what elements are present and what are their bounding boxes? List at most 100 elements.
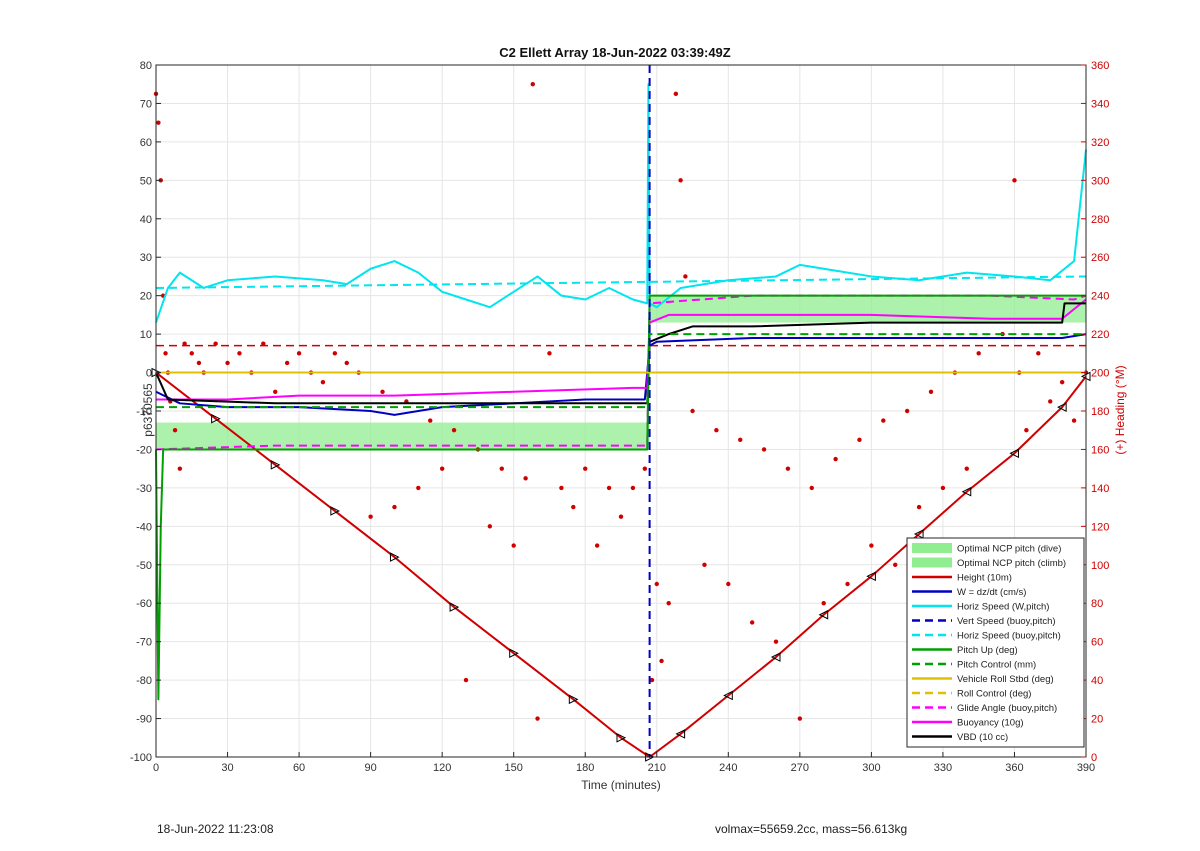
legend-label: Buoyancy (10g) (957, 718, 1024, 729)
y2-tick-label: 0 (1091, 752, 1097, 764)
footer-timestamp: 18-Jun-2022 11:23:08 (157, 822, 274, 836)
height-marker (270, 460, 281, 470)
heading-point (380, 389, 385, 394)
heading-point (273, 389, 278, 394)
x-tick-label: 210 (648, 762, 666, 774)
legend-swatch (912, 557, 952, 568)
legend-label: Pitch Up (deg) (957, 645, 1018, 656)
y2-tick-label: 160 (1091, 444, 1109, 456)
heading-point (1012, 178, 1017, 183)
legend-label: Vehicle Roll Stbd (deg) (957, 674, 1054, 685)
y2-tick-label: 240 (1091, 291, 1109, 303)
y2-tick-label: 120 (1091, 521, 1109, 533)
heading-point (649, 677, 655, 683)
y-tick-label: -50 (136, 560, 152, 572)
heading-point (1036, 351, 1041, 356)
height-marker (961, 486, 972, 497)
heading-point (726, 581, 731, 587)
y-tick-label: -80 (136, 675, 152, 687)
heading-point (683, 274, 688, 279)
heading-point (678, 178, 683, 183)
y-tick-label: 0 (146, 368, 152, 380)
heading-point (666, 601, 671, 606)
legend-label: VBD (10 cc) (957, 732, 1008, 743)
footer-volmax-mass: volmax=55659.2cc, mass=56.613kg (715, 822, 908, 836)
heading-point (177, 466, 183, 471)
legend-swatch (912, 543, 952, 553)
heading-point (618, 514, 624, 519)
heading-point (535, 716, 540, 721)
y-tick-label: -10 (136, 406, 152, 418)
x-tick-label: 240 (719, 762, 737, 774)
heading-point (368, 514, 373, 519)
heading-point (714, 428, 719, 433)
y-tick-label: 60 (140, 137, 152, 149)
y2-tick-label: 200 (1091, 368, 1109, 380)
x-tick-label: 360 (1005, 762, 1023, 774)
height-marker (568, 694, 579, 705)
heading-point (463, 677, 469, 683)
heading-point (559, 485, 564, 491)
legend-label: Horiz Speed (W,pitch) (957, 602, 1049, 613)
x-tick-label: 30 (221, 762, 233, 774)
height-marker (1057, 402, 1067, 412)
heading-point (773, 639, 779, 644)
heading-point (320, 379, 326, 385)
heading-point (487, 524, 493, 529)
x-tick-label: 150 (505, 762, 523, 774)
y-tick-label: -100 (130, 752, 152, 764)
heading-point (928, 389, 934, 394)
x-tick-label: 180 (576, 762, 594, 774)
heading-point (916, 504, 922, 510)
y2-tick-label: 360 (1091, 60, 1109, 72)
y2-tick-label: 340 (1091, 98, 1109, 110)
height-marker (675, 729, 686, 739)
heading-point (809, 485, 814, 491)
heading-point (163, 351, 168, 356)
height-marker (449, 602, 460, 612)
heading-point (284, 360, 290, 366)
y-tick-label: -30 (136, 483, 152, 495)
x-tick-label: 60 (293, 762, 305, 774)
heading-point (642, 466, 648, 471)
height-marker (723, 690, 733, 701)
y2-tick-label: 220 (1091, 329, 1109, 341)
heading-point (547, 351, 552, 356)
heading-point (571, 504, 576, 510)
height-marker (509, 648, 519, 659)
y2-tick-label: 180 (1091, 406, 1109, 418)
heading-point (1071, 418, 1077, 423)
heading-point (690, 408, 695, 414)
x-tick-label: 330 (934, 762, 952, 774)
heading-point (344, 360, 349, 366)
x-tick-label: 390 (1077, 762, 1095, 774)
heading-point (1059, 379, 1065, 385)
y2-axis-label: (+) Heading (°M) (1113, 365, 1127, 454)
series-height-10m (155, 371, 1087, 758)
y2-tick-label: 60 (1091, 637, 1103, 649)
legend-label: Roll Control (deg) (957, 689, 1031, 700)
heading-point (1024, 428, 1029, 433)
heading-point (869, 543, 874, 548)
heading-point (594, 543, 600, 548)
heading-point (630, 485, 636, 491)
heading-point (797, 716, 803, 721)
heading-point (893, 562, 898, 567)
x-tick-label: 120 (433, 762, 451, 774)
y-tick-label: 50 (140, 175, 152, 187)
heading-point (761, 447, 767, 452)
y-tick-label: -20 (136, 444, 152, 456)
legend-label: Glide Angle (buoy,pitch) (957, 703, 1057, 714)
y2-tick-label: 260 (1091, 252, 1109, 264)
legend-box (906, 537, 1085, 748)
heading-point (976, 351, 981, 356)
height-marker (389, 552, 400, 562)
heading-point (182, 341, 187, 346)
height-marker (770, 652, 781, 662)
heading-point (392, 504, 397, 510)
legend-label: W = dz/dt (cm/s) (957, 587, 1026, 598)
height-marker (818, 609, 829, 620)
heading-point (738, 437, 743, 443)
heading-point (439, 466, 445, 471)
